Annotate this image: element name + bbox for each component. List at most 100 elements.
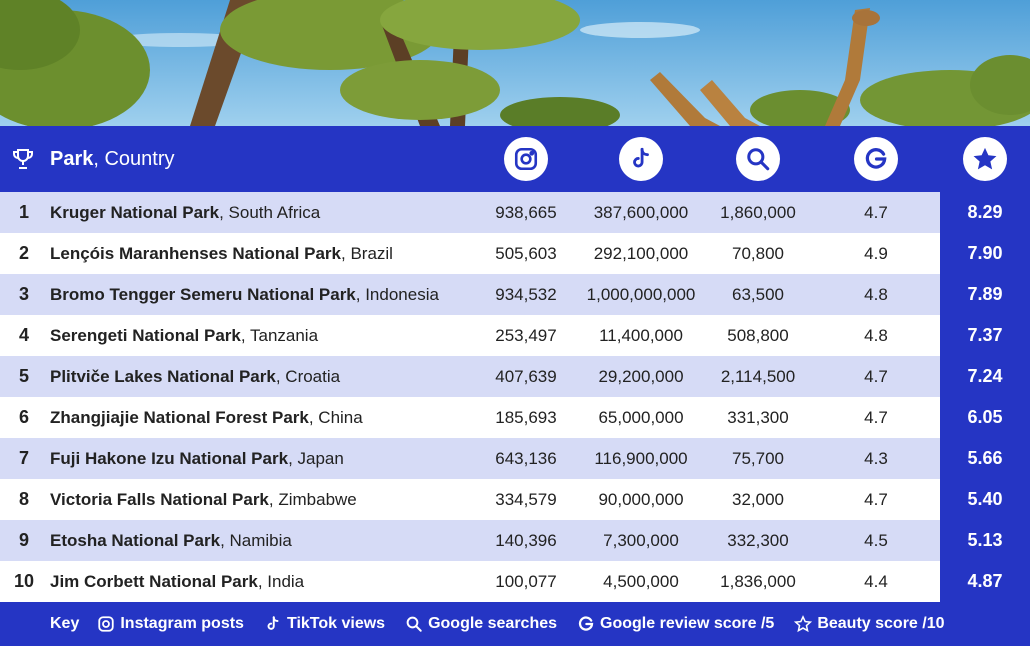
trophy-icon: [10, 126, 36, 192]
key-item-google: Google review score /5: [577, 615, 774, 633]
instagram-posts-cell: 938,665: [495, 202, 557, 222]
tiktok-views-cell: 292,100,000: [593, 243, 689, 263]
beauty-score-cell: 7.90: [940, 233, 1030, 274]
google-searches-cell: 63,500: [732, 284, 784, 304]
google-review-cell: 4.8: [864, 284, 888, 304]
table-row: 1 Kruger National Park, South Africa 938,6…: [0, 192, 1030, 233]
tiktok-views-cell: 387,600,000: [593, 202, 689, 222]
country-name: , India: [257, 571, 305, 591]
instagram-posts-cell: 140,396: [495, 530, 557, 550]
instagram-posts-cell: 334,579: [495, 489, 557, 509]
google-review-cell: 4.8: [864, 325, 888, 345]
key-label-instagram: Instagram posts: [120, 615, 244, 632]
rank-cell: 4: [18, 325, 29, 345]
table-header: Park, Country: [0, 126, 1030, 192]
beauty-score-cell: 5.40: [940, 479, 1030, 520]
park-country-cell: Kruger National Park, South Africa: [50, 192, 320, 233]
country-name: , Brazil: [341, 243, 393, 263]
google-searches-cell: 332,300: [727, 530, 789, 550]
google-searches-cell: 70,800: [732, 243, 784, 263]
park-name: Fuji Hakone Izu National Park: [50, 448, 289, 468]
tiktok-views-cell: 90,000,000: [598, 489, 684, 509]
google-searches-cell: 1,860,000: [720, 202, 796, 222]
table-body: 1 Kruger National Park, South Africa 938,6…: [0, 192, 1030, 602]
instagram-posts-cell: 934,532: [495, 284, 557, 304]
search-icon: [406, 616, 422, 632]
table-row: 4 Serengeti National Park, Tanzania 253,49…: [0, 315, 1030, 356]
park-country-cell: Bromo Tengger Semeru National Park, Indo…: [50, 274, 439, 315]
google-searches-cell: 2,114,500: [720, 366, 796, 386]
park-name: Zhangjiajie National Forest Park: [50, 407, 309, 427]
google-icon: [854, 137, 898, 181]
park-name: Lençóis Maranhenses National Park: [50, 243, 341, 263]
rank-cell: 3: [18, 284, 29, 304]
rank-cell: 6: [18, 407, 29, 427]
park-name: Plitviče Lakes National Park: [50, 366, 276, 386]
park-country-cell: Fuji Hakone Izu National Park, Japan: [50, 438, 344, 479]
key-item-search: Google searches: [405, 615, 557, 633]
legend-key: Key Instagram posts TikTok views Google …: [0, 602, 1030, 646]
tiktok-views-cell: 7,300,000: [603, 530, 679, 550]
tiktok-icon: [619, 137, 663, 181]
google-review-cell: 4.5: [864, 530, 888, 550]
beauty-score-cell: 6.05: [940, 397, 1030, 438]
rank-cell: 1: [18, 202, 29, 222]
key-label-google: Google review score /5: [600, 615, 775, 632]
park-country-cell: Serengeti National Park, Tanzania: [50, 315, 318, 356]
tiktok-views-cell: 65,000,000: [598, 407, 684, 427]
google-review-cell: 4.9: [864, 243, 888, 263]
rank-cell: 2: [18, 243, 29, 263]
park-country-cell: Zhangjiajie National Forest Park, China: [50, 397, 363, 438]
beauty-score-cell: 5.66: [940, 438, 1030, 479]
google-searches-cell: 331,300: [727, 407, 789, 427]
search-icon: [736, 137, 780, 181]
star-icon: [963, 137, 1007, 181]
instagram-icon: [504, 137, 548, 181]
beauty-score-cell: 4.87: [940, 561, 1030, 602]
park-name: Bromo Tengger Semeru National Park: [50, 284, 356, 304]
table-row: 8 Victoria Falls National Park, Zimbabwe 3…: [0, 479, 1030, 520]
park-country-cell: Plitviče Lakes National Park, Croatia: [50, 356, 340, 397]
google-review-cell: 4.7: [864, 407, 888, 427]
table-row: 6 Zhangjiajie National Forest Park, China…: [0, 397, 1030, 438]
rank-cell: 9: [18, 530, 29, 550]
tiktok-views-cell: 116,900,000: [594, 448, 688, 468]
key-item-tiktok: TikTok views: [264, 615, 385, 633]
instagram-icon: [98, 616, 115, 632]
instagram-posts-cell: 643,136: [495, 448, 557, 468]
google-review-cell: 4.7: [864, 366, 888, 386]
instagram-posts-cell: 253,497: [495, 325, 557, 345]
country-name: , Japan: [288, 448, 344, 468]
country-name: , Croatia: [275, 366, 341, 386]
google-review-cell: 4.3: [864, 448, 888, 468]
star-icon: [794, 615, 813, 633]
key-item-instagram: Instagram posts: [97, 615, 244, 633]
savanna-giraffes-image: [0, 0, 1030, 126]
google-icon: [578, 616, 594, 631]
country-name: , Zimbabwe: [268, 489, 357, 509]
country-header-label: , Country: [93, 147, 175, 170]
google-review-cell: 4.7: [864, 202, 888, 222]
park-country-cell: Jim Corbett National Park, India: [50, 561, 304, 602]
table-row: 3 Bromo Tengger Semeru National Park, Ind…: [0, 274, 1030, 315]
rank-cell: 7: [18, 448, 29, 468]
table-row: 2 Lençóis Maranhenses National Park, Braz…: [0, 233, 1030, 274]
tiktok-icon: [267, 616, 279, 630]
header-photo: [0, 0, 1030, 126]
table-row: 7 Fuji Hakone Izu National Park, Japan 643…: [0, 438, 1030, 479]
key-label-star: Beauty score /10: [817, 615, 945, 632]
key-title: Key: [50, 615, 80, 632]
park-country-cell: Lençóis Maranhenses National Park, Brazi…: [50, 233, 393, 274]
park-name: Victoria Falls National Park: [50, 489, 269, 509]
google-review-cell: 4.7: [864, 489, 888, 509]
park-name: Kruger National Park: [50, 202, 220, 222]
instagram-posts-cell: 505,603: [495, 243, 557, 263]
country-name: , Indonesia: [355, 284, 439, 304]
country-name: , China: [308, 407, 363, 427]
instagram-posts-cell: 100,077: [495, 571, 557, 591]
park-name: Etosha National Park: [50, 530, 221, 550]
google-searches-cell: 508,800: [727, 325, 789, 345]
country-name: , South Africa: [219, 202, 321, 222]
tiktok-views-cell: 11,400,000: [599, 325, 683, 345]
instagram-posts-cell: 185,693: [495, 407, 557, 427]
